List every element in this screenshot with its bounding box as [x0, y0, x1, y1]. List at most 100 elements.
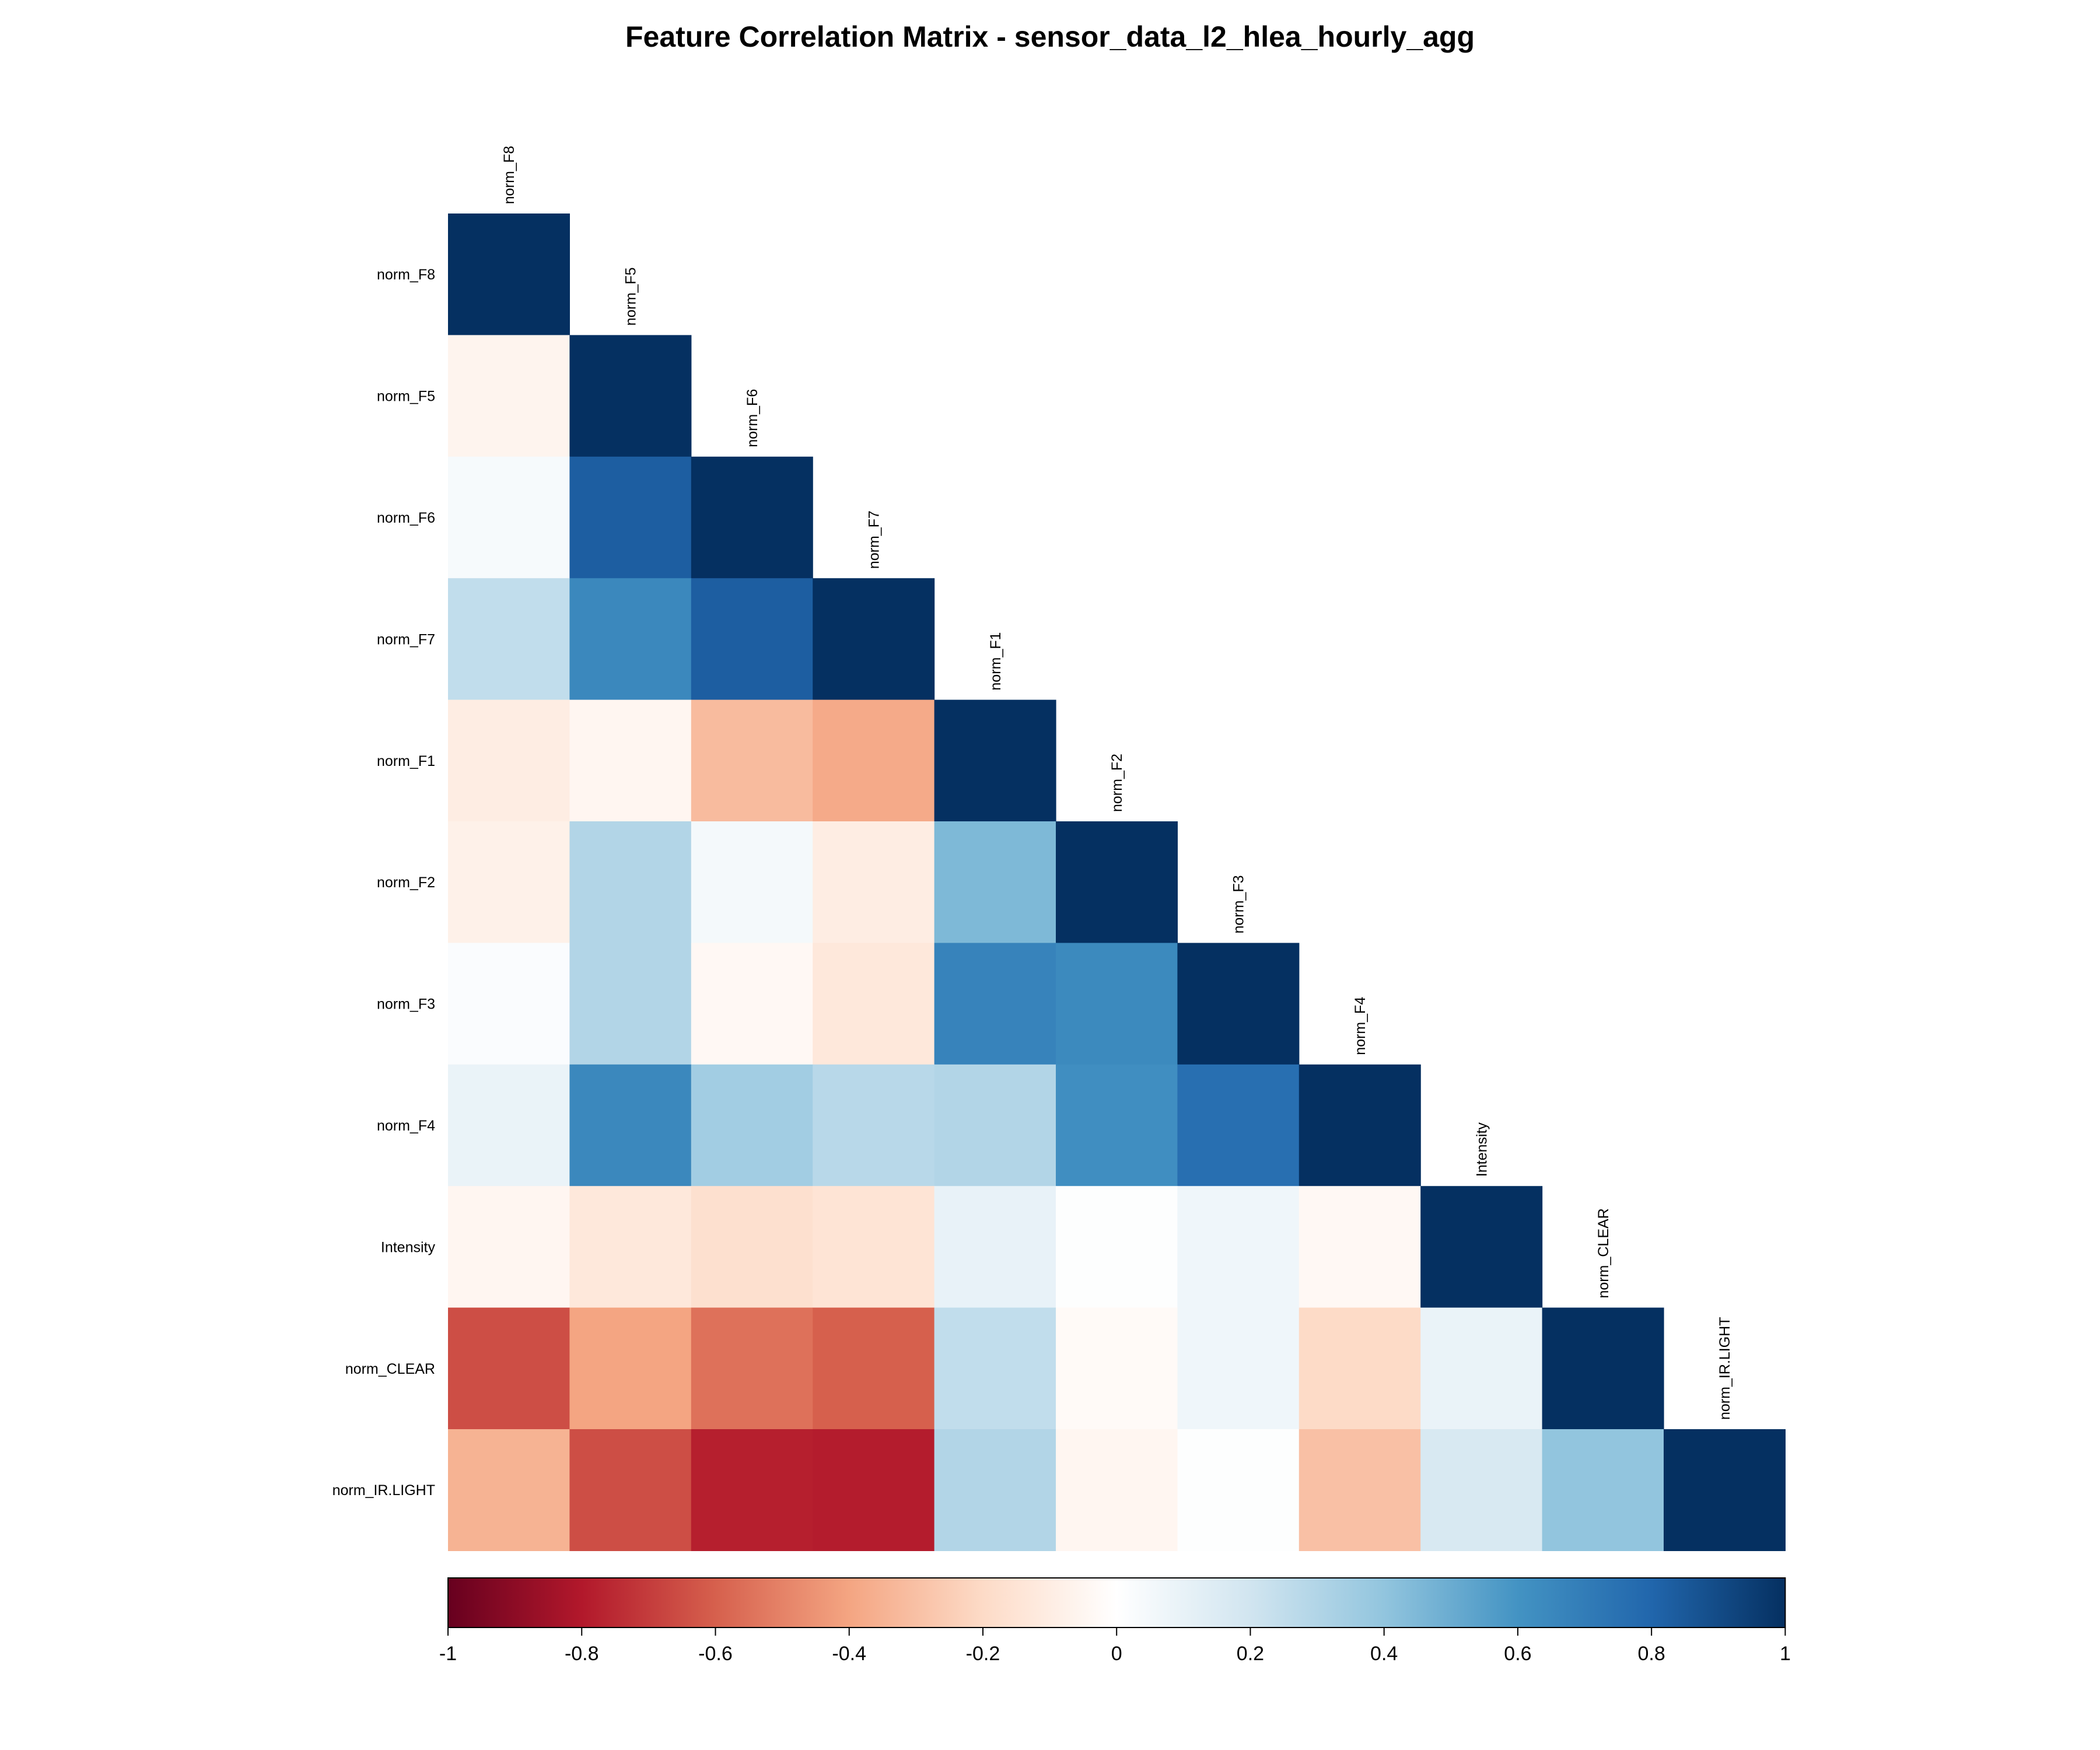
- heatmap-cell-norm_F3-norm_F6: [691, 943, 813, 1065]
- heatmap-cell-norm_F4-norm_F2: [1056, 1064, 1178, 1186]
- heatmap-cell-norm_F4-norm_F3: [1177, 1064, 1300, 1186]
- column-label-norm_F7: norm_F7: [866, 510, 882, 569]
- heatmap-cell-norm_F3-norm_F1: [934, 943, 1056, 1065]
- heatmap-cell-norm_F2-norm_F8: [448, 821, 570, 943]
- row-label-norm_F3: norm_F3: [377, 996, 435, 1013]
- column-label-norm_F8: norm_F8: [501, 146, 517, 204]
- heatmap-cell-norm_F7-norm_F5: [569, 578, 692, 701]
- row-label-norm_IR.LIGHT: norm_IR.LIGHT: [332, 1482, 435, 1499]
- heatmap-cell-norm_F4-norm_F7: [813, 1064, 935, 1186]
- heatmap-cell-norm_CLEAR-norm_F4: [1298, 1307, 1421, 1430]
- heatmap-cell-norm_F2-norm_F6: [691, 821, 813, 943]
- heatmap-cell-norm_CLEAR-norm_F5: [569, 1307, 692, 1430]
- heatmap-cell-Intensity-norm_F8: [448, 1186, 570, 1308]
- heatmap-cell-norm_CLEAR-norm_CLEAR: [1542, 1307, 1664, 1430]
- column-label-norm_F1: norm_F1: [988, 632, 1004, 691]
- heatmap-cell-norm_CLEAR-Intensity: [1420, 1307, 1543, 1430]
- heatmap-cell-norm_CLEAR-norm_F3: [1177, 1307, 1300, 1430]
- column-labels: norm_F8 norm_F5 norm_F6 norm_F7 norm_F1 norm_…: [501, 146, 1733, 1420]
- colorbar: -1 -0.8 -0.6 -0.4 -0.2 0 0.2 0.4 0.6 0.8 1: [439, 1577, 1791, 1665]
- heatmap-cell-norm_F1-norm_F7: [813, 699, 935, 822]
- column-label-norm_F4: norm_F4: [1352, 997, 1368, 1055]
- heatmap-cell-norm_IR.LIGHT-norm_F6: [691, 1429, 813, 1551]
- row-label-norm_F5: norm_F5: [377, 388, 435, 405]
- column-label-norm_CLEAR: norm_CLEAR: [1595, 1208, 1612, 1298]
- heatmap-cell-norm_IR.LIGHT-norm_F4: [1298, 1429, 1421, 1551]
- colorbar-tick-label: 0.6: [1504, 1643, 1531, 1665]
- heatmap-cell-norm_F3-norm_F7: [813, 943, 935, 1065]
- heatmap-cell-norm_IR.LIGHT-norm_F1: [934, 1429, 1056, 1551]
- heatmap-cell-norm_F7-norm_F7: [813, 578, 935, 701]
- heatmap-cell-norm_F2-norm_F2: [1056, 821, 1178, 943]
- heatmap-cell-norm_F2-norm_F5: [569, 821, 692, 943]
- column-label-norm_F5: norm_F5: [623, 267, 639, 326]
- heatmap-cell-norm_IR.LIGHT-norm_F8: [448, 1429, 570, 1551]
- heatmap-cell-norm_F3-norm_F3: [1177, 943, 1300, 1065]
- colorbar-tick-label: -1: [439, 1643, 457, 1665]
- heatmap-cell-norm_F1-norm_F8: [448, 699, 570, 822]
- heatmap-cell-norm_IR.LIGHT-norm_IR.LIGHT: [1664, 1429, 1786, 1551]
- colorbar-tick-label: 0.8: [1638, 1643, 1665, 1665]
- heatmap-cell-norm_CLEAR-norm_F2: [1056, 1307, 1178, 1430]
- row-label-norm_F1: norm_F1: [377, 753, 435, 769]
- heatmap-cell-norm_F6-norm_F8: [448, 456, 570, 579]
- heatmap-cell-norm_F7-norm_F8: [448, 578, 570, 701]
- heatmap-cell-Intensity-norm_F3: [1177, 1186, 1300, 1308]
- heatmap-cell-norm_F3-norm_F2: [1056, 943, 1178, 1065]
- heatmap-cell-norm_F1-norm_F5: [569, 699, 692, 822]
- heatmap-cell-norm_F1-norm_F6: [691, 699, 813, 822]
- column-label-Intensity: Intensity: [1474, 1122, 1490, 1177]
- column-label-norm_F2: norm_F2: [1109, 754, 1125, 812]
- colorbar-tick-label: -0.8: [565, 1643, 599, 1665]
- heatmap-cell-norm_F3-norm_F5: [569, 943, 692, 1065]
- heatmap-cell-Intensity-norm_F6: [691, 1186, 813, 1308]
- row-label-norm_F2: norm_F2: [377, 874, 435, 891]
- heatmap-cell-norm_F4-norm_F8: [448, 1064, 570, 1186]
- heatmap-cell-norm_F8-norm_F8: [448, 214, 570, 335]
- chart-title: Feature Correlation Matrix - sensor_data…: [625, 20, 1475, 53]
- heatmap-cell-norm_F4-norm_F1: [934, 1064, 1056, 1186]
- heatmap-cell-norm_IR.LIGHT-norm_F7: [813, 1429, 935, 1551]
- heatmap-cell-norm_F2-norm_F7: [813, 821, 935, 943]
- heatmap-cell-Intensity-norm_F5: [569, 1186, 692, 1308]
- colorbar-tick-label: -0.4: [832, 1643, 866, 1665]
- row-label-Intensity: Intensity: [381, 1239, 436, 1255]
- row-labels: norm_F8 norm_F5 norm_F6 norm_F7 norm_F1 norm_…: [332, 267, 436, 1499]
- heatmap-cell-norm_F3-norm_F8: [448, 943, 570, 1065]
- heatmap-cell-norm_F5-norm_F8: [448, 335, 570, 457]
- heatmap-cell-norm_CLEAR-norm_F7: [813, 1307, 935, 1430]
- column-label-norm_IR.LIGHT: norm_IR.LIGHT: [1717, 1317, 1733, 1420]
- row-label-norm_F6: norm_F6: [377, 510, 435, 526]
- heatmap-cell-norm_IR.LIGHT-norm_F2: [1056, 1429, 1178, 1551]
- column-label-norm_F3: norm_F3: [1231, 875, 1247, 933]
- row-label-norm_F4: norm_F4: [377, 1118, 435, 1134]
- heatmap-cell-norm_F6-norm_F5: [569, 456, 692, 579]
- column-label-norm_F6: norm_F6: [744, 389, 761, 447]
- row-label-norm_F8: norm_F8: [377, 267, 435, 283]
- heatmap-cell-Intensity-norm_F1: [934, 1186, 1056, 1308]
- heatmap-cell-norm_IR.LIGHT-norm_CLEAR: [1542, 1429, 1664, 1551]
- heatmap-cell-norm_F4-norm_F4: [1298, 1064, 1421, 1186]
- heatmap-cells: [448, 214, 1786, 1551]
- heatmap-cell-Intensity-norm_F7: [813, 1186, 935, 1308]
- heatmap-cell-Intensity-norm_F4: [1298, 1186, 1421, 1308]
- heatmap-cell-norm_F4-norm_F5: [569, 1064, 692, 1186]
- heatmap-cell-norm_F1-norm_F1: [934, 699, 1056, 822]
- heatmap-cell-norm_CLEAR-norm_F6: [691, 1307, 813, 1430]
- colorbar-tick-label: 0.2: [1237, 1643, 1264, 1665]
- heatmap-cell-norm_IR.LIGHT-Intensity: [1420, 1429, 1543, 1551]
- heatmap-cell-Intensity-norm_F2: [1056, 1186, 1178, 1308]
- colorbar-tick-label: -0.2: [966, 1643, 1000, 1665]
- row-label-norm_F7: norm_F7: [377, 631, 435, 648]
- heatmap-cell-norm_F6-norm_F6: [691, 456, 813, 579]
- heatmap-cell-norm_IR.LIGHT-norm_F5: [569, 1429, 692, 1551]
- heatmap-cell-Intensity-Intensity: [1420, 1186, 1543, 1308]
- heatmap-cell-norm_CLEAR-norm_F1: [934, 1307, 1056, 1430]
- heatmap-cell-norm_F2-norm_F1: [934, 821, 1056, 943]
- colorbar-tick-label: 0: [1111, 1643, 1122, 1665]
- row-label-norm_CLEAR: norm_CLEAR: [345, 1361, 435, 1377]
- colorbar-tick-label: 0.4: [1370, 1643, 1398, 1665]
- colorbar-tick-label: -0.6: [698, 1643, 733, 1665]
